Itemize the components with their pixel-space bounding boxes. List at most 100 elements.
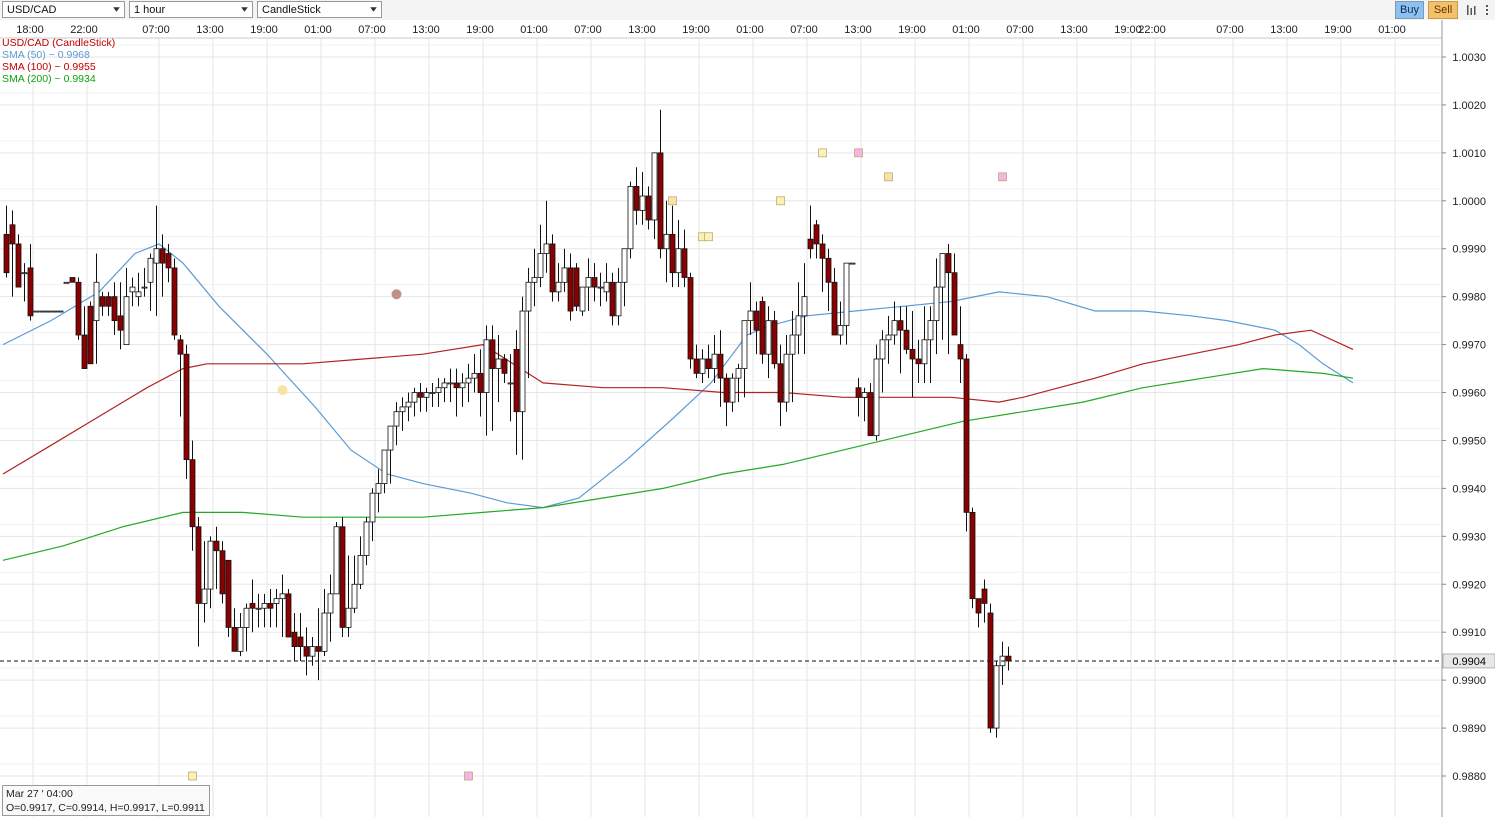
candle-body — [189, 459, 196, 528]
candle — [213, 526, 220, 590]
x-tick-label: 18:00 — [16, 24, 44, 36]
candle-body — [465, 377, 472, 384]
candle-body — [711, 353, 718, 369]
candle-body — [213, 540, 220, 552]
candle-body — [903, 329, 910, 350]
legend: USD/CAD (CandleStick) SMA (50) ~ 0.9968 … — [2, 37, 115, 85]
candle — [435, 378, 442, 407]
price-chart[interactable]: 18:00 22:00 07:00 13:00 19:00 01:00 07:00 13:00… — [0, 20, 1495, 817]
candle — [921, 306, 928, 383]
candle-body — [69, 277, 76, 283]
candle-body — [879, 339, 886, 360]
candle-body — [447, 382, 454, 385]
candle-body — [93, 281, 100, 322]
sell-button[interactable]: Sell — [1428, 1, 1458, 19]
candle — [687, 272, 694, 369]
candle — [69, 277, 76, 283]
candle — [741, 320, 748, 398]
candle-body — [57, 310, 64, 313]
x-tick-label: 19:00 — [1324, 24, 1352, 36]
candle — [873, 344, 880, 441]
timeframe-select[interactable]: 1 hour — [129, 1, 253, 18]
candle — [207, 536, 214, 609]
candle-body — [207, 540, 214, 590]
candle-body — [657, 152, 664, 250]
candle-body — [591, 277, 598, 288]
candle — [147, 253, 154, 312]
event-marker — [668, 196, 677, 206]
candle — [495, 335, 502, 403]
x-tick-label: 01:00 — [736, 24, 764, 36]
candle-body — [291, 631, 298, 647]
candle — [579, 286, 586, 316]
candle — [399, 397, 406, 431]
candle-body — [669, 233, 676, 274]
candle-body — [3, 233, 10, 274]
candle-body — [561, 267, 568, 283]
legend-sma50: SMA (50) ~ 0.9968 — [2, 49, 90, 61]
candle — [855, 378, 862, 417]
candle-body — [51, 310, 58, 313]
x-tick-label: 07:00 — [790, 24, 818, 36]
candle-body — [795, 315, 802, 336]
candle-body — [267, 603, 274, 609]
candle-body — [321, 612, 328, 652]
x-tick-label: 19:00 — [1114, 24, 1142, 36]
candle-body — [27, 267, 34, 317]
candle-body — [129, 286, 136, 293]
candle — [75, 277, 82, 340]
candle — [39, 310, 46, 313]
candle — [279, 574, 286, 637]
y-tick-label: 0.9990 — [1452, 244, 1486, 256]
buy-button[interactable]: Buy — [1395, 1, 1424, 19]
candle — [501, 354, 508, 383]
candle — [813, 219, 820, 259]
candle — [447, 368, 454, 403]
x-tick-label: 19:00 — [250, 24, 278, 36]
x-tick-label: 07:00 — [1216, 24, 1244, 36]
candle — [615, 267, 622, 326]
candle — [1005, 646, 1012, 671]
candle — [597, 272, 604, 307]
candle-body — [429, 392, 436, 394]
event-marker — [391, 289, 402, 300]
candle-body — [555, 281, 562, 293]
y-tick-label: 0.9920 — [1452, 579, 1486, 591]
candle — [111, 282, 118, 336]
candle — [261, 593, 268, 628]
more-icon[interactable] — [1481, 3, 1493, 17]
candle — [801, 263, 808, 355]
candle-body — [597, 286, 604, 289]
candle — [297, 613, 304, 661]
candle-body — [387, 425, 394, 451]
candle — [867, 382, 874, 437]
candle-body — [789, 334, 796, 355]
y-tick-label: 0.9930 — [1452, 531, 1486, 543]
candle-body — [969, 511, 976, 600]
event-marker — [998, 172, 1007, 182]
x-tick-label: 19:00 — [898, 24, 926, 36]
candle-body — [225, 559, 232, 628]
symbol-select[interactable]: USD/CAD — [2, 1, 125, 18]
candle — [183, 344, 190, 479]
y-axis-panel — [1442, 20, 1495, 817]
candle-body — [723, 377, 730, 403]
candle-body — [309, 646, 316, 657]
candle — [861, 387, 868, 422]
candle-body — [489, 339, 496, 369]
candle — [387, 425, 394, 484]
candle-body — [231, 627, 238, 652]
candle — [891, 301, 898, 345]
candle — [393, 402, 400, 446]
candle-body — [927, 320, 934, 341]
chart-type-select[interactable]: CandleStick — [257, 1, 382, 18]
candle-body — [537, 253, 544, 278]
candle — [507, 354, 514, 422]
candle — [759, 296, 766, 364]
candle-body — [921, 339, 928, 365]
chart-settings-icon[interactable] — [1465, 3, 1477, 17]
candle — [747, 282, 754, 336]
legend-sma200: SMA (200) ~ 0.9934 — [2, 73, 96, 85]
candle-body — [771, 320, 778, 365]
candle-body — [633, 186, 640, 211]
